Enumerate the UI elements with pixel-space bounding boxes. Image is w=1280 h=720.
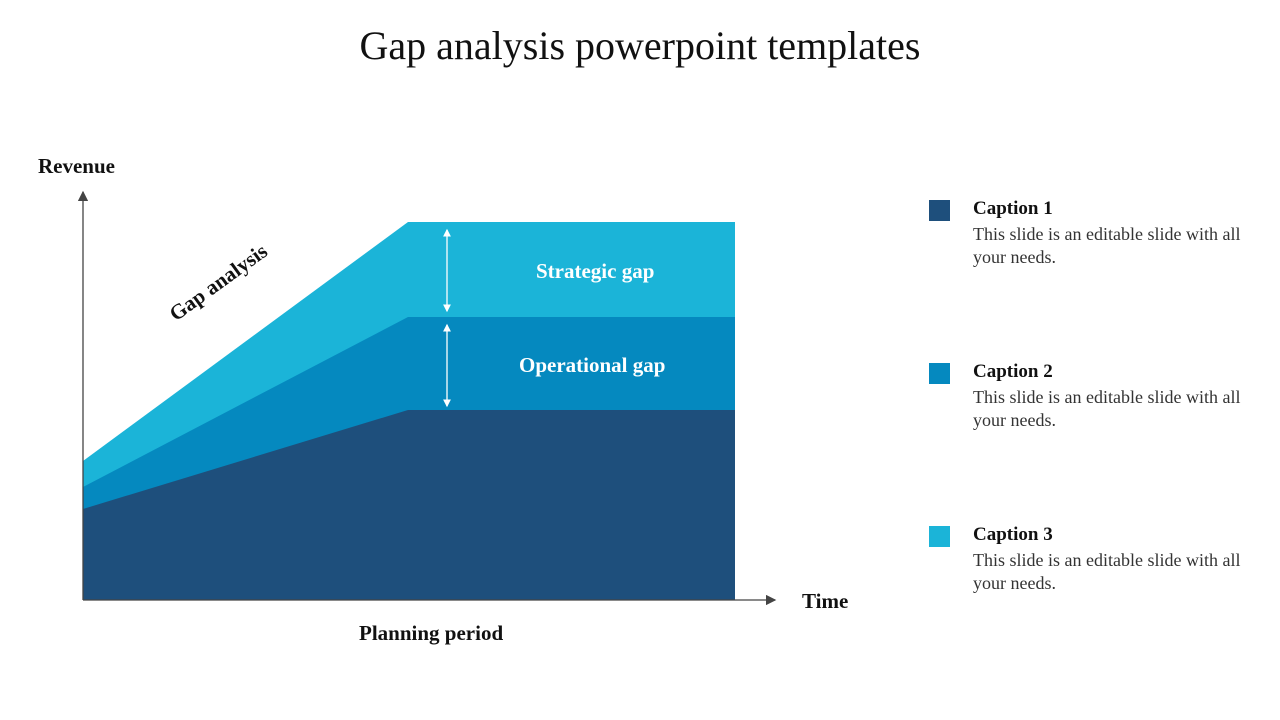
caption-1-swatch (929, 200, 950, 221)
caption-2-text: This slide is an editable slide with all… (973, 387, 1241, 430)
caption-3-title: Caption 3 (973, 524, 1053, 545)
caption-3-swatch (929, 526, 950, 547)
base-revenue-area (83, 410, 735, 600)
slide-title: Gap analysis powerpoint templates (359, 23, 921, 68)
planning-period-label: Planning period (359, 621, 504, 645)
y-axis-label: Revenue (38, 154, 115, 178)
strategic-gap-label: Strategic gap (536, 259, 655, 283)
caption-1-title: Caption 1 (973, 198, 1053, 219)
caption-1-text: This slide is an editable slide with all… (973, 224, 1241, 267)
x-axis-label: Time (802, 589, 849, 613)
operational-gap-label: Operational gap (519, 353, 666, 377)
caption-3-text: This slide is an editable slide with all… (973, 550, 1241, 593)
caption-2-swatch (929, 363, 950, 384)
caption-2-title: Caption 2 (973, 361, 1053, 382)
